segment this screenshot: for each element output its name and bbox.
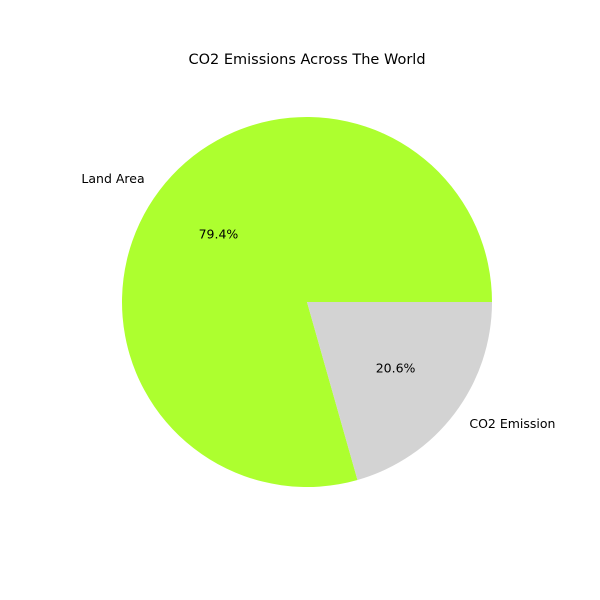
pie-slices bbox=[122, 116, 493, 488]
pie-value-label-land-area: 79.4% bbox=[199, 227, 239, 242]
pie-labels: Land Area 79.4% CO2 Emission 20.6% bbox=[81, 171, 555, 431]
chart-title: CO2 Emissions Across The World bbox=[188, 52, 425, 68]
pie-slice-co2-emission bbox=[307, 302, 493, 480]
pie-label-land-area: Land Area bbox=[81, 171, 144, 186]
pie-value-label-co2-emission: 20.6% bbox=[376, 360, 416, 375]
pie-label-co2-emission: CO2 Emission bbox=[469, 416, 555, 431]
